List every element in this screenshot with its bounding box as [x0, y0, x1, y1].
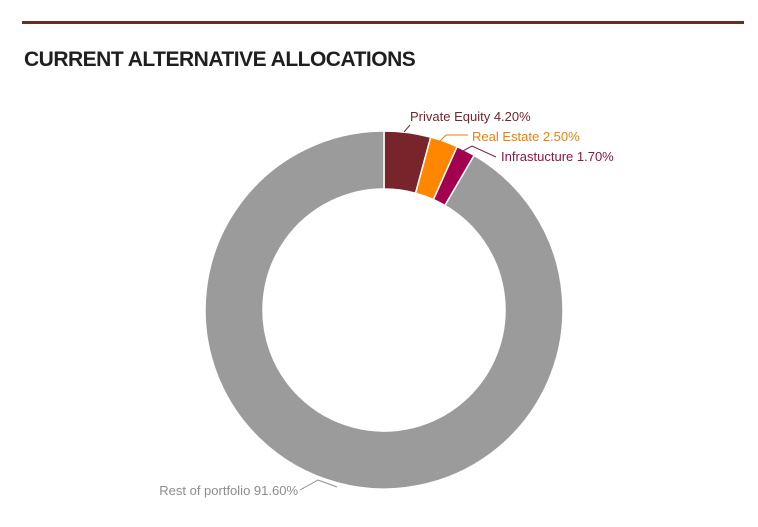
slice-label-private-equity: Private Equity 4.20% [410, 109, 531, 124]
slice-label-real-estate: Real Estate 2.50% [472, 129, 580, 144]
donut-slices [205, 131, 563, 489]
leader-line-private-equity [404, 125, 410, 132]
slice-label-infrastucture: Infrastucture 1.70% [501, 149, 614, 164]
slice-label-rest-of-portfolio: Rest of portfolio 91.60% [159, 483, 298, 498]
slice-rest-of-portfolio [205, 131, 563, 489]
